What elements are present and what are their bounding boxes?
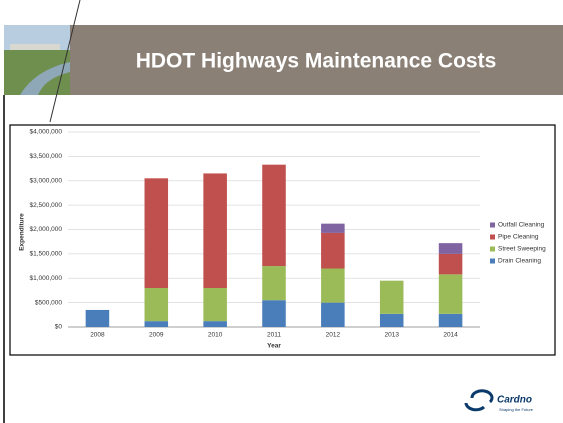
x-tick-label: 2008	[90, 332, 105, 339]
bar-segment	[380, 314, 404, 327]
bar-segment	[145, 321, 169, 327]
bar-segment	[262, 165, 286, 266]
legend-label: Outfall Cleaning	[498, 222, 545, 229]
bar-segment	[262, 300, 286, 327]
x-tick-label: 2013	[384, 332, 399, 339]
x-axis-title: Year	[267, 343, 281, 350]
bar-segment	[145, 288, 169, 321]
legend-label: Drain Cleaning	[498, 258, 541, 265]
bar-segment	[203, 173, 227, 288]
y-tick-label: $2,000,000	[29, 226, 62, 233]
legend-swatch	[490, 223, 495, 228]
x-tick-label: 2011	[267, 332, 281, 339]
thumbnail-photo	[4, 25, 70, 95]
bar-segment	[203, 321, 227, 327]
y-tick-label: $3,500,000	[29, 153, 62, 160]
x-tick-label: 2010	[208, 332, 223, 339]
y-tick-label: $1,500,000	[29, 251, 62, 258]
y-tick-label: $500,000	[35, 299, 62, 306]
bar-segment	[321, 233, 345, 269]
bar-segment	[145, 178, 169, 288]
bar-segment	[321, 303, 345, 327]
legend-label: Street Sweeping	[498, 246, 546, 253]
y-tick-label: $4,000,000	[29, 129, 62, 136]
y-axis-title: Expenditure	[19, 213, 26, 251]
bar-segment	[439, 314, 463, 327]
y-tick-label: $1,000,000	[29, 275, 62, 282]
legend-label: Pipe Cleaning	[498, 234, 539, 241]
y-tick-label: $0	[55, 324, 63, 331]
chart-title: HDOT Highways Maintenance Costs	[136, 50, 497, 73]
bar-segment	[439, 243, 463, 254]
x-tick-label: 2014	[443, 332, 458, 339]
legend-swatch	[490, 247, 495, 252]
y-tick-label: $3,000,000	[29, 177, 62, 184]
bar-segment	[321, 269, 345, 303]
bar-segment	[321, 224, 345, 233]
logo-name: Cardno	[497, 395, 532, 406]
bar-segment	[439, 254, 463, 274]
x-tick-label: 2009	[149, 332, 164, 339]
bar-segment	[380, 281, 404, 314]
slide: HDOT Highways Maintenance Costs Expendit…	[0, 0, 563, 423]
bar-segment	[203, 288, 227, 321]
legend-swatch	[490, 235, 495, 240]
bar-segment	[439, 274, 463, 313]
bar-segment	[86, 310, 110, 327]
bar-segment	[262, 266, 286, 300]
y-tick-label: $2,500,000	[29, 202, 62, 209]
legend-swatch	[490, 259, 495, 264]
x-tick-label: 2012	[326, 332, 341, 339]
logo-tagline: Shaping the Future	[499, 407, 534, 412]
